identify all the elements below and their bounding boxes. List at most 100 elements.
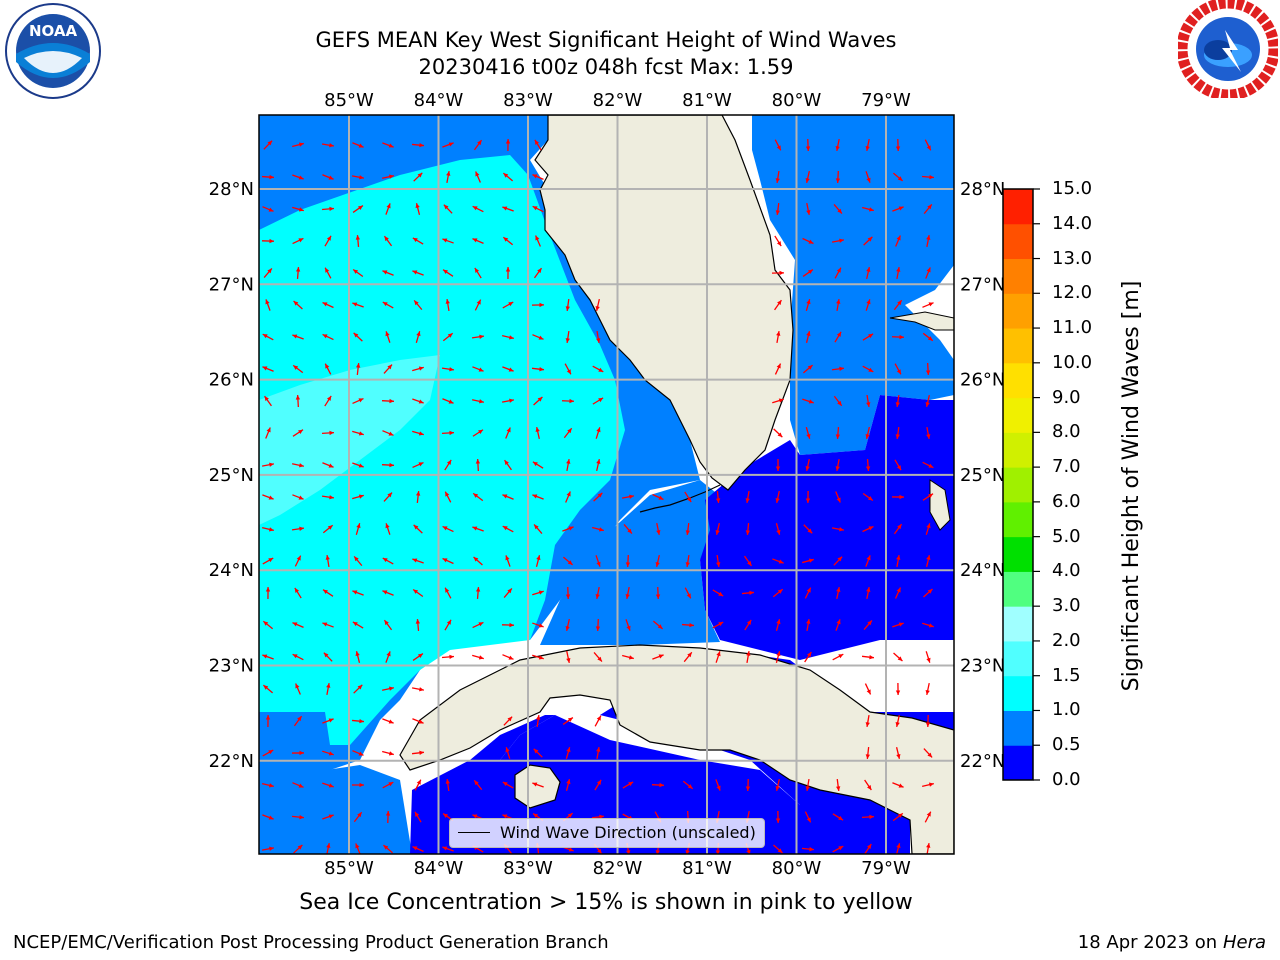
wind-wave-arrow [292, 653, 304, 661]
wind-wave-arrow [413, 299, 423, 311]
wind-wave-arrow [323, 652, 333, 662]
colorbar-tick-label-13: 11.0 [1052, 317, 1093, 339]
lon-label-bottom-1: 84°W [414, 858, 464, 879]
wind-wave-arrow [382, 557, 394, 565]
wind-wave-arrow [291, 463, 305, 468]
wind-wave-arrow [473, 556, 483, 566]
colorbar-tick-label-5: 3.0 [1052, 595, 1081, 617]
wind-wave-arrow [775, 170, 780, 184]
wind-wave-arrow [866, 586, 871, 600]
wind-wave-arrow [655, 586, 661, 600]
wind-wave-arrow [652, 620, 664, 630]
wind-wave-arrow [352, 750, 364, 756]
wind-wave-arrow [412, 270, 424, 276]
wind-wave-arrow [473, 139, 483, 151]
wind-wave-arrow [831, 238, 845, 243]
wind-wave-arrow [324, 395, 332, 407]
wind-wave-arrow [505, 266, 511, 280]
wind-wave-arrow [532, 782, 544, 788]
colorbar-segment-5 [1003, 571, 1033, 607]
colorbar-segment-11 [1003, 362, 1033, 399]
lat-label-left-5: 23°N [209, 656, 254, 677]
wind-wave-arrow [262, 526, 274, 532]
wind-wave-arrow [505, 555, 511, 567]
wind-wave-arrow [592, 526, 604, 532]
wind-wave-arrow [596, 330, 601, 344]
wind-wave-arrow [353, 555, 363, 567]
wind-wave-arrow [531, 367, 545, 372]
wind-wave-arrow [715, 779, 721, 791]
wind-wave-arrow [805, 778, 810, 792]
wind-wave-arrow [804, 587, 812, 599]
colorbar-segment-4 [1003, 606, 1033, 642]
wind-wave-arrow [321, 143, 335, 148]
wind-wave-arrow [776, 330, 781, 344]
map-frame [258, 114, 955, 855]
wind-wave-arrow [806, 202, 811, 216]
wind-wave-arrow [535, 555, 541, 567]
wind-wave-arrow [322, 782, 334, 788]
lat-labels-left: 28°N 27°N 26°N 25°N 24°N 23°N 22°N [209, 179, 254, 772]
wind-wave-arrow [474, 299, 482, 311]
wind-wave-arrow [562, 717, 574, 725]
wind-wave-arrow [744, 619, 752, 631]
wind-wave-arrow [805, 299, 811, 311]
wind-wave-arrow [263, 267, 273, 279]
wind-wave-arrow [835, 491, 841, 503]
wind-wave-arrow [652, 493, 664, 501]
wind-wave-arrow [442, 142, 454, 148]
wind-wave-arrow [565, 747, 571, 759]
wind-wave-arrow [772, 588, 784, 598]
wind-wave-arrow [925, 267, 931, 279]
wind-wave-arrow [593, 652, 603, 662]
wind-wave-arrow [533, 748, 543, 758]
wind-wave-arrow [622, 654, 634, 660]
wind-wave-arrow [921, 174, 935, 180]
lat-label-right-1: 27°N [960, 274, 1005, 295]
wind-wave-arrow [864, 843, 872, 854]
wind-wave-arrow [382, 590, 394, 596]
wind-wave-arrow [561, 398, 575, 404]
wind-wave-arrow [355, 651, 361, 663]
colorbar-tick-label-1: 0.5 [1052, 734, 1081, 756]
wind-wave-arrow [775, 810, 781, 824]
wind-wave-arrow [295, 266, 301, 280]
wind-wave-arrow [745, 522, 751, 536]
lon-label-bottom-0: 85°W [324, 858, 374, 879]
wind-wave-arrow [922, 332, 934, 342]
wind-wave-arrow [894, 363, 902, 375]
wind-wave-arrow [355, 843, 361, 854]
wind-wave-arrow [262, 333, 274, 341]
wind-wave-arrow [865, 746, 871, 760]
wind-wave-arrow [262, 620, 274, 630]
wind-wave-arrow [835, 619, 841, 631]
wind-wave-arrow [894, 587, 902, 599]
wind-wave-arrow [802, 364, 814, 374]
wind-wave-arrow [412, 845, 424, 853]
lon-label-top-6: 79°W [861, 90, 911, 111]
wind-wave-arrow [595, 618, 601, 632]
wind-wave-arrow [801, 846, 815, 852]
colorbar-segment-8 [1003, 467, 1033, 503]
wind-wave-arrow [835, 426, 841, 440]
wind-wave-arrow [596, 746, 601, 760]
wind-wave-arrow [412, 653, 424, 661]
wind-wave-arrow [923, 203, 933, 215]
wind-wave-arrow [926, 426, 931, 440]
lon-label-bottom-3: 82°W [593, 858, 643, 879]
colorbar-segment-1 [1003, 710, 1033, 746]
wind-wave-arrow [472, 205, 484, 213]
wind-wave-arrow [533, 396, 543, 406]
wind-wave-arrow [532, 174, 544, 180]
wind-wave-arrow [352, 205, 364, 213]
wind-wave-arrow [591, 814, 605, 819]
wind-wave-arrow [414, 779, 422, 791]
wind-wave-arrow [565, 779, 571, 791]
colorbar-tick-label-3: 1.5 [1052, 664, 1081, 686]
wind-wave-arrow [804, 811, 812, 823]
wind-wave-arrow [862, 206, 874, 212]
wind-wave-arrow [472, 492, 484, 502]
wind-wave-arrow [502, 236, 514, 246]
legend-line-sample [458, 832, 490, 833]
wind-wave-arrow [446, 170, 451, 184]
